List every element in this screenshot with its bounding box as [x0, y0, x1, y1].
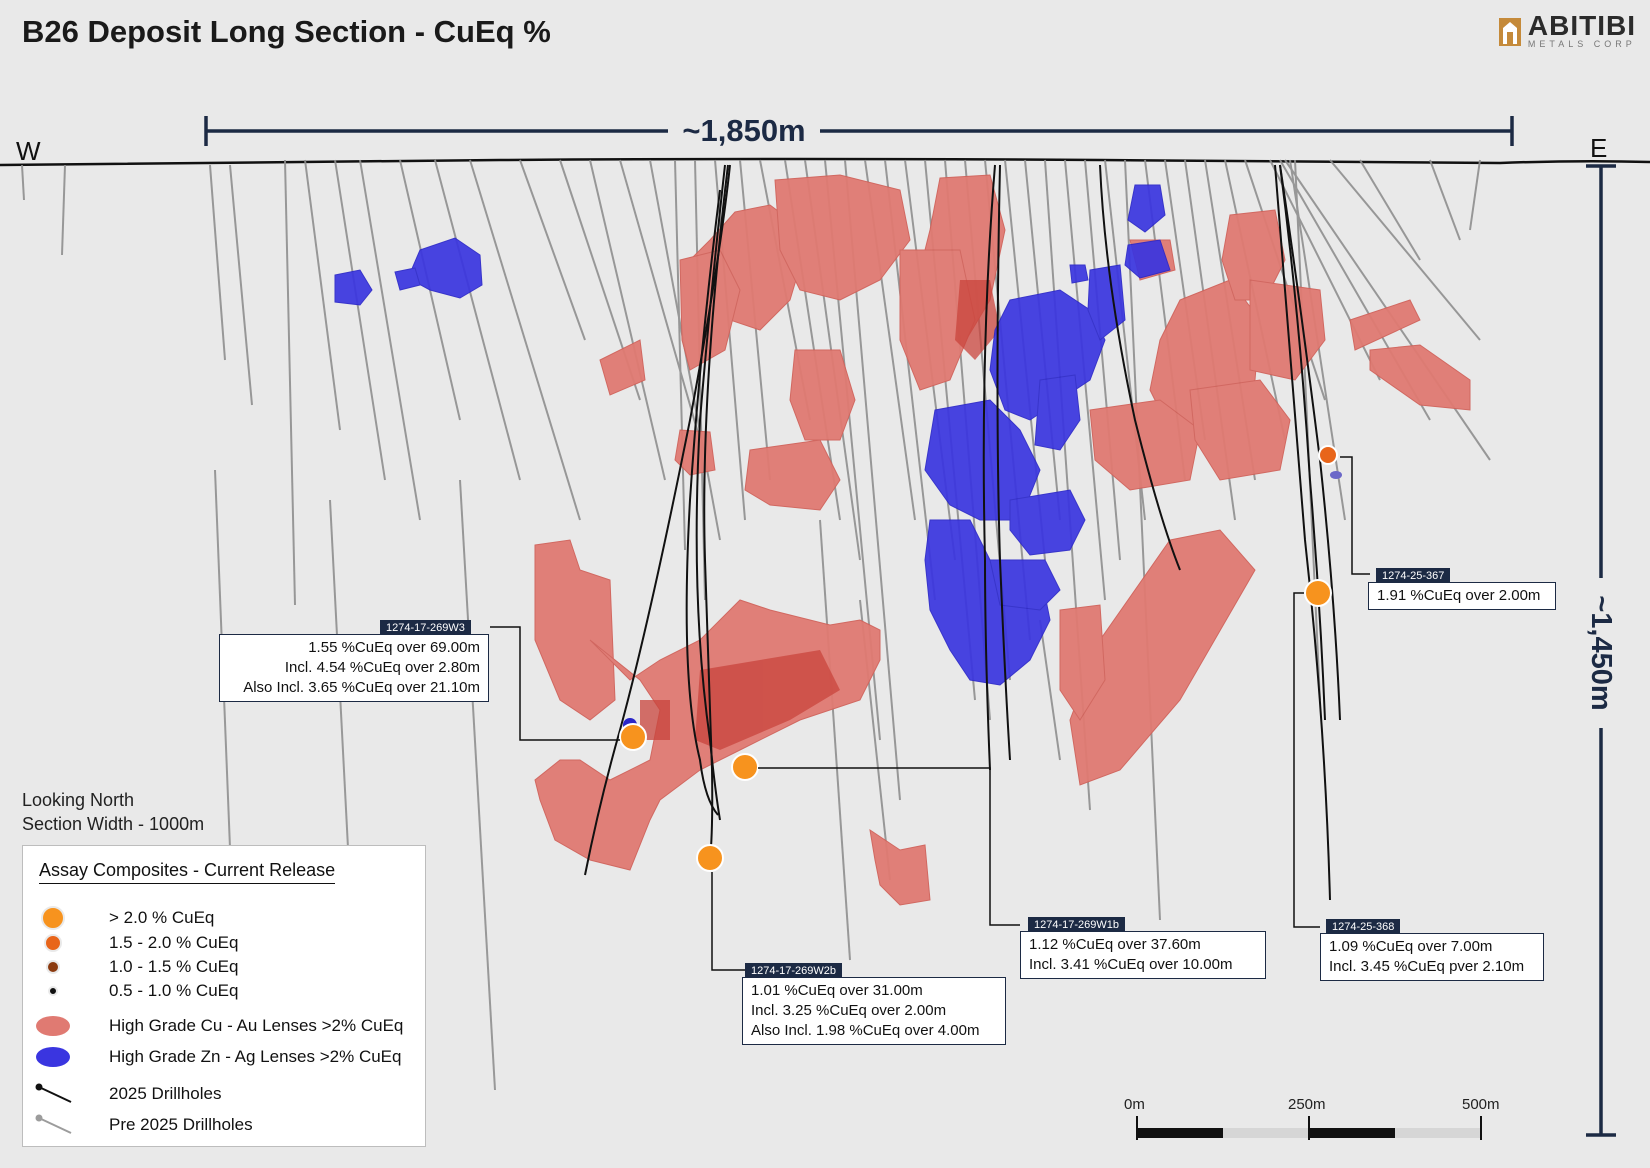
legend-label: High Grade Zn - Ag Lenses >2% CuEq — [109, 1047, 402, 1066]
callout-line: Also Incl. 1.98 %CuEq over 4.00m — [751, 1022, 980, 1039]
page-title: B26 Deposit Long Section - CuEq % — [22, 14, 551, 49]
callout-2: 1.01 %CuEq over 31.00m Incl. 3.25 %CuEq … — [742, 977, 1006, 1045]
assay-points — [619, 445, 1342, 872]
callout-4: 1.09 %CuEq over 7.00m Incl. 3.45 %CuEq p… — [1320, 933, 1544, 981]
legend-label: 1.0 - 1.5 % CuEq — [109, 957, 239, 976]
legend-item: 2025 Drillholes — [23, 1082, 221, 1106]
legend-item: High Grade Cu - Au Lenses >2% CuEq — [23, 1014, 403, 1038]
brown-dot-icon — [46, 960, 60, 974]
callout-3-hole-id: 1274-17-269W1b — [1028, 917, 1126, 933]
view-direction: Looking North — [22, 790, 135, 810]
assay-point-gt2 — [1304, 579, 1332, 607]
legend-label: 1.5 - 2.0 % CuEq — [109, 933, 239, 952]
legend-item: High Grade Zn - Ag Lenses >2% CuEq — [23, 1045, 401, 1069]
scale-label-500: 500m — [1462, 1096, 1500, 1113]
legend-item: Pre 2025 Drillholes — [23, 1113, 253, 1137]
legend-label: High Grade Cu - Au Lenses >2% CuEq — [109, 1016, 404, 1035]
west-label: W — [16, 136, 41, 166]
legend: Assay Composites - Current Release > 2.0… — [22, 845, 426, 1147]
legend-label: 0.5 - 1.0 % CuEq — [109, 981, 239, 1000]
blue-lens-icon — [36, 1047, 70, 1067]
depth-dimension-label: ~1,450m — [1585, 595, 1617, 710]
legend-item: 1.0 - 1.5 % CuEq — [23, 955, 238, 979]
company-logo: ABITIBI METALS CORP — [1498, 12, 1636, 49]
callout-5: 1.91 %CuEq over 2.00m — [1368, 582, 1556, 610]
assay-point-gt2 — [696, 844, 724, 872]
logo-subtitle: METALS CORP — [1527, 39, 1636, 49]
orange-dot-icon — [41, 906, 65, 930]
red-lens-icon — [36, 1016, 70, 1036]
callout-5-hole-id: 1274-25-367 — [1376, 568, 1451, 584]
ground-surface-line — [0, 157, 1650, 167]
legend-title: Assay Composites - Current Release — [39, 860, 336, 884]
callout-3: 1.12 %CuEq over 37.60m Incl. 3.41 %CuEq … — [1020, 931, 1266, 979]
assay-point-gt2 — [619, 723, 647, 751]
view-description: Looking North Section Width - 1000m — [22, 788, 204, 836]
black-drillhole-icon — [35, 1083, 72, 1103]
east-label: E — [1590, 133, 1607, 163]
callout-line: 1.12 %CuEq over 37.60m — [1029, 936, 1201, 953]
section-width: Section Width - 1000m — [22, 814, 205, 834]
callout-line: Also Incl. 3.65 %CuEq over 21.10m — [243, 679, 480, 696]
cu-au-lenses — [534, 174, 1471, 906]
legend-label: 2025 Drillholes — [109, 1084, 222, 1103]
grey-drillhole-icon — [35, 1114, 72, 1134]
legend-label: > 2.0 % CuEq — [109, 908, 215, 927]
callout-leaders — [490, 456, 1370, 971]
assay-point-1-5-2 — [1318, 445, 1338, 465]
scale-bar — [1136, 1116, 1482, 1140]
callout-line: 1.01 %CuEq over 31.00m — [751, 982, 923, 999]
scale-label-250: 250m — [1288, 1096, 1326, 1113]
logo-mark-icon — [1498, 17, 1521, 46]
legend-item: 1.5 - 2.0 % CuEq — [23, 931, 238, 955]
cu-au-lenses-darker — [640, 280, 1000, 750]
logo-name: ABITIBI — [1527, 10, 1636, 41]
black-dot-icon — [48, 986, 58, 996]
legend-item: > 2.0 % CuEq — [23, 906, 214, 930]
callout-line: Incl. 4.54 %CuEq over 2.80m — [284, 659, 480, 676]
callout-1-hole-id: 1274-17-269W3 — [380, 620, 471, 636]
callout-line: 1.91 %CuEq over 2.00m — [1377, 587, 1541, 604]
callout-line: 1.09 %CuEq over 7.00m — [1329, 938, 1493, 955]
callout-line: Incl. 3.25 %CuEq over 2.00m — [751, 1002, 947, 1019]
callout-line: Incl. 3.45 %CuEq pver 2.10m — [1329, 958, 1525, 975]
callout-line: Incl. 3.41 %CuEq over 10.00m — [1029, 956, 1233, 973]
legend-label: Pre 2025 Drillholes — [109, 1115, 253, 1134]
legend-item: 0.5 - 1.0 % CuEq — [23, 979, 238, 1003]
width-dimension — [204, 116, 1514, 146]
callout-4-hole-id: 1274-25-368 — [1326, 919, 1401, 935]
callout-line: 1.55 %CuEq over 69.00m — [308, 639, 480, 656]
width-dimension-label: ~1,850m — [682, 113, 805, 148]
dark-orange-dot-icon — [44, 934, 62, 952]
scale-label-0: 0m — [1124, 1096, 1145, 1113]
callout-1: 1.55 %CuEq over 69.00m Incl. 4.54 %CuEq … — [219, 634, 489, 702]
callout-2-hole-id: 1274-17-269W2b — [745, 963, 843, 979]
assay-point-gt2 — [731, 753, 759, 781]
2025-drillholes — [584, 164, 1341, 901]
